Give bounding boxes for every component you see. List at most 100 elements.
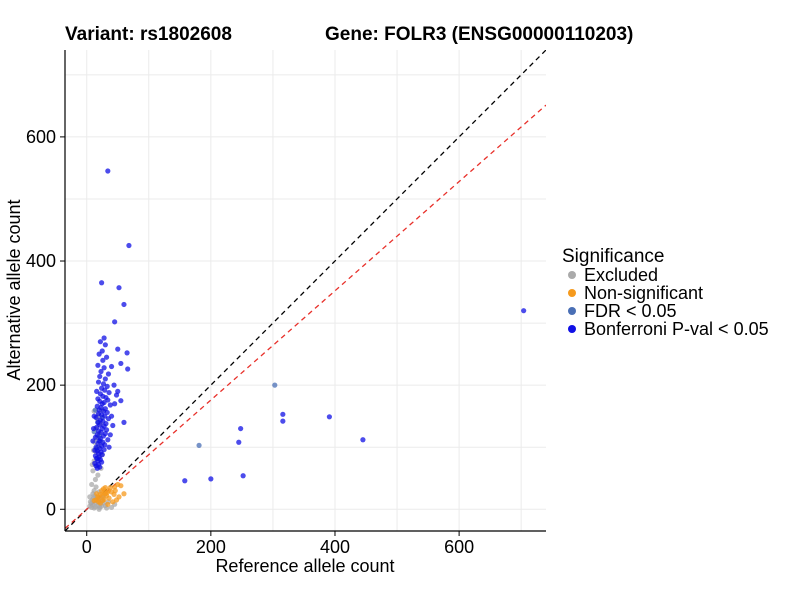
data-point bbox=[87, 494, 93, 500]
y-tick-label: 400 bbox=[26, 251, 56, 271]
data-point bbox=[102, 387, 108, 393]
gene-title: Gene: FOLR3 (ENSG00000110203) bbox=[325, 24, 634, 45]
y-tick-label: 200 bbox=[26, 375, 56, 395]
data-point bbox=[121, 491, 127, 497]
data-point bbox=[521, 308, 527, 314]
variant-title: Variant: rs1802608 bbox=[65, 24, 232, 45]
data-point bbox=[110, 422, 116, 429]
series-fdr-0-05 bbox=[91, 382, 278, 461]
data-point bbox=[118, 483, 124, 489]
reference-line-identity bbox=[65, 50, 546, 531]
data-point bbox=[118, 398, 124, 404]
axes bbox=[60, 50, 546, 536]
data-point bbox=[111, 382, 117, 388]
data-point bbox=[102, 413, 108, 419]
data-point bbox=[104, 383, 110, 389]
data-point bbox=[100, 486, 107, 492]
data-point bbox=[238, 425, 244, 432]
data-point bbox=[94, 465, 100, 471]
data-point bbox=[108, 413, 115, 419]
data-point bbox=[121, 419, 127, 425]
x-tick-label: 400 bbox=[320, 537, 350, 557]
data-point bbox=[115, 346, 121, 352]
x-tick-label: 200 bbox=[196, 537, 226, 557]
data-point bbox=[118, 360, 124, 367]
data-point bbox=[101, 335, 107, 341]
data-point bbox=[106, 444, 112, 450]
data-point bbox=[112, 319, 118, 325]
data-point bbox=[126, 242, 132, 249]
data-point bbox=[106, 389, 112, 396]
data-point bbox=[280, 418, 286, 424]
data-point bbox=[105, 501, 111, 507]
data-point bbox=[105, 437, 111, 443]
data-point bbox=[92, 447, 98, 453]
series-bonferroni-p-val-0-05 bbox=[90, 168, 527, 484]
data-point bbox=[90, 425, 97, 432]
data-point bbox=[92, 476, 99, 483]
legend-title: Significance bbox=[562, 246, 664, 267]
data-point bbox=[95, 472, 101, 478]
data-point bbox=[182, 478, 188, 484]
data-point bbox=[92, 434, 99, 440]
data-point bbox=[103, 354, 110, 360]
data-point bbox=[105, 168, 111, 174]
data-point bbox=[92, 504, 99, 510]
data-point bbox=[90, 438, 96, 444]
data-point bbox=[94, 491, 100, 497]
data-point bbox=[102, 376, 108, 382]
data-point bbox=[105, 371, 112, 377]
data-point bbox=[121, 301, 127, 308]
data-point bbox=[89, 481, 95, 488]
legend-swatch bbox=[568, 307, 576, 315]
data-point bbox=[102, 342, 108, 348]
data-point bbox=[272, 382, 278, 388]
data-point bbox=[104, 489, 110, 496]
data-point bbox=[236, 439, 242, 445]
y-tick-label: 600 bbox=[26, 127, 56, 147]
data-point bbox=[107, 432, 113, 438]
data-point bbox=[98, 429, 104, 435]
y-tick-label: 0 bbox=[46, 499, 56, 519]
data-point bbox=[91, 497, 97, 504]
data-point bbox=[240, 473, 246, 479]
data-points bbox=[87, 168, 527, 512]
data-point bbox=[110, 499, 116, 505]
data-point bbox=[106, 495, 112, 501]
data-point bbox=[360, 437, 366, 443]
data-point bbox=[125, 366, 131, 372]
tick-labels: 0 200 400 600 0 200 400 600 bbox=[26, 127, 474, 557]
data-point bbox=[104, 409, 110, 416]
data-point bbox=[107, 402, 113, 408]
data-point bbox=[96, 351, 102, 357]
x-tick-label: 600 bbox=[444, 537, 474, 557]
data-point bbox=[101, 365, 107, 371]
data-point bbox=[93, 484, 99, 490]
data-point bbox=[115, 388, 121, 394]
legend-swatch bbox=[568, 325, 576, 333]
data-point bbox=[208, 476, 214, 482]
data-point bbox=[107, 484, 113, 491]
data-point bbox=[116, 285, 122, 291]
legend-entry: Non-significant bbox=[584, 283, 703, 303]
data-point bbox=[105, 397, 111, 403]
legend-entry: FDR < 0.05 bbox=[584, 301, 677, 321]
legend: Significance ExcludedNon-significantFDR … bbox=[562, 246, 769, 339]
data-point bbox=[326, 414, 332, 420]
x-tick-label: 0 bbox=[82, 537, 92, 557]
data-point bbox=[196, 442, 202, 448]
x-axis-label: Reference allele count bbox=[215, 556, 394, 576]
data-point bbox=[95, 362, 101, 368]
data-point bbox=[99, 280, 105, 286]
data-point bbox=[108, 363, 115, 370]
data-point bbox=[90, 468, 96, 474]
data-point bbox=[95, 379, 102, 385]
data-point bbox=[280, 411, 286, 417]
data-point bbox=[97, 339, 103, 345]
series-non-significant bbox=[91, 481, 127, 507]
data-point bbox=[97, 500, 103, 506]
legend-swatch bbox=[568, 289, 576, 297]
data-point bbox=[98, 368, 104, 375]
data-point bbox=[94, 388, 100, 394]
